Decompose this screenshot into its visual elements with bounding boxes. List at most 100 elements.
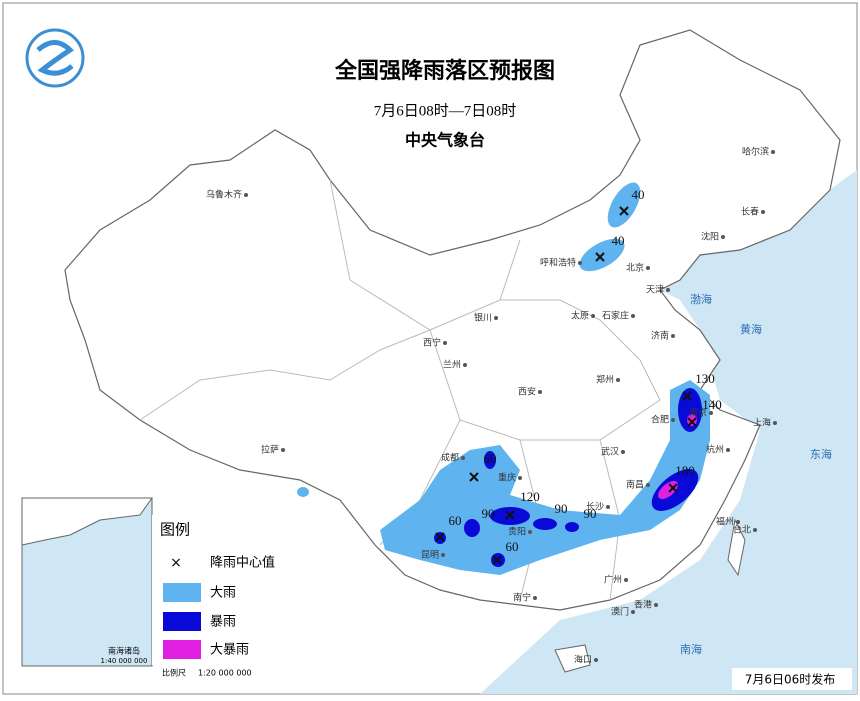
inset-land	[21, 497, 153, 546]
scale-value: 1:20 000 000	[198, 669, 252, 678]
city-dot	[654, 603, 658, 607]
title: 全国强降雨落区预报图	[334, 58, 555, 84]
city-label: 昆明	[421, 550, 439, 561]
city-label: 贵阳	[508, 526, 526, 538]
scale-label: 比例尺	[162, 668, 186, 678]
city-dot	[533, 596, 537, 600]
city-label: 海口	[574, 654, 592, 666]
rain-center-value: 40	[632, 187, 645, 202]
legend-label: 大暴雨	[210, 643, 249, 658]
rain-center-value: 120	[520, 489, 540, 504]
city-dot	[624, 578, 628, 582]
footer: 7月6日06时发布	[745, 672, 836, 687]
city-label: 银川	[474, 312, 492, 324]
city-label: 长沙	[586, 501, 604, 513]
legend-label: 暴雨	[210, 615, 236, 630]
legend-swatch	[163, 583, 201, 602]
center-marker	[687, 417, 697, 427]
legend-label: 降雨中心值	[210, 555, 275, 571]
rain-center-value: 60	[449, 513, 462, 528]
city-dot	[753, 528, 757, 532]
center-marker	[595, 252, 605, 262]
city-label: 北京	[626, 262, 644, 274]
rain-center-value: 180	[675, 463, 695, 478]
city-label: 西宁	[423, 337, 441, 349]
city-label: 香港	[634, 599, 652, 611]
city-label: 重庆	[498, 472, 516, 484]
city-dot	[771, 150, 775, 154]
rain-center-value: 140	[702, 397, 722, 412]
city-dot	[721, 235, 725, 239]
date-range: 7月6日08时—7日08时	[374, 102, 517, 119]
city-dot	[494, 316, 498, 320]
sea-label: 南海	[680, 642, 702, 656]
center-marker	[505, 510, 515, 520]
sea-label: 渤海	[690, 292, 712, 306]
city-label: 乌鲁木齐	[206, 189, 242, 201]
city-dot	[578, 261, 582, 265]
city-dot	[646, 483, 650, 487]
city-dot	[773, 421, 777, 425]
center-marker	[492, 555, 502, 565]
agency: 中央气象台	[405, 131, 485, 150]
logo	[36, 40, 74, 76]
hainan	[554, 644, 591, 673]
city-label: 太原	[571, 310, 589, 322]
city-label: 成都	[441, 452, 459, 464]
city-label: 广州	[604, 574, 622, 586]
city-label: 澳门	[611, 606, 629, 618]
legend-swatch	[163, 640, 201, 659]
city-label: 哈尔滨	[742, 146, 769, 158]
city-dot	[631, 314, 635, 318]
city-label: 呼和浩特	[540, 257, 576, 269]
city-label: 长春	[741, 206, 759, 218]
city-dot	[709, 411, 713, 415]
city-label: 石家庄	[602, 310, 629, 322]
city-dot	[671, 334, 675, 338]
city-dot	[538, 390, 542, 394]
city-label: 杭州	[706, 444, 724, 456]
rain-center-value: 40	[612, 233, 625, 248]
city-label: 西安	[518, 386, 536, 398]
center-marker	[682, 391, 692, 401]
city-dot	[671, 418, 675, 422]
city-label: 南京	[689, 407, 707, 419]
city-label: 天津	[646, 285, 664, 296]
city-dot	[528, 530, 532, 534]
center-marker	[668, 483, 678, 493]
footer-bg	[732, 668, 852, 690]
city-dot	[518, 476, 522, 480]
inset-title: 南海诸岛	[108, 646, 140, 656]
severe-rainstorm	[658, 414, 697, 499]
province-border	[139, 329, 431, 421]
city-dot	[631, 610, 635, 614]
sea-label: 黄海	[740, 322, 762, 336]
city-label: 拉萨	[261, 444, 279, 456]
city-dot	[443, 341, 447, 345]
city-dot	[616, 378, 620, 382]
city-dot	[666, 288, 670, 292]
city-label: 兰州	[443, 359, 461, 371]
city-label: 济南	[651, 330, 669, 342]
city-label: 合肥	[651, 414, 669, 426]
center-marker	[469, 472, 479, 482]
legend-marker: ×	[170, 555, 182, 571]
city-dot	[441, 553, 445, 557]
city-dot	[461, 456, 465, 460]
city-label: 武汉	[601, 446, 619, 458]
city-label: 上海	[753, 417, 771, 429]
city-dot	[463, 363, 467, 367]
city-dot	[646, 266, 650, 270]
city-label: 南昌	[626, 479, 644, 491]
city-dot	[591, 314, 595, 318]
city-dot	[594, 658, 598, 662]
city-label: 沈阳	[701, 231, 719, 243]
rain-center-value: 90	[482, 506, 495, 521]
legend-swatch	[163, 612, 201, 631]
city-label: 郑州	[596, 374, 614, 386]
center-marker	[619, 206, 629, 216]
city-dot	[736, 520, 740, 524]
rain-center-value: 90	[555, 501, 568, 516]
rain-center-value: 90	[584, 506, 597, 521]
